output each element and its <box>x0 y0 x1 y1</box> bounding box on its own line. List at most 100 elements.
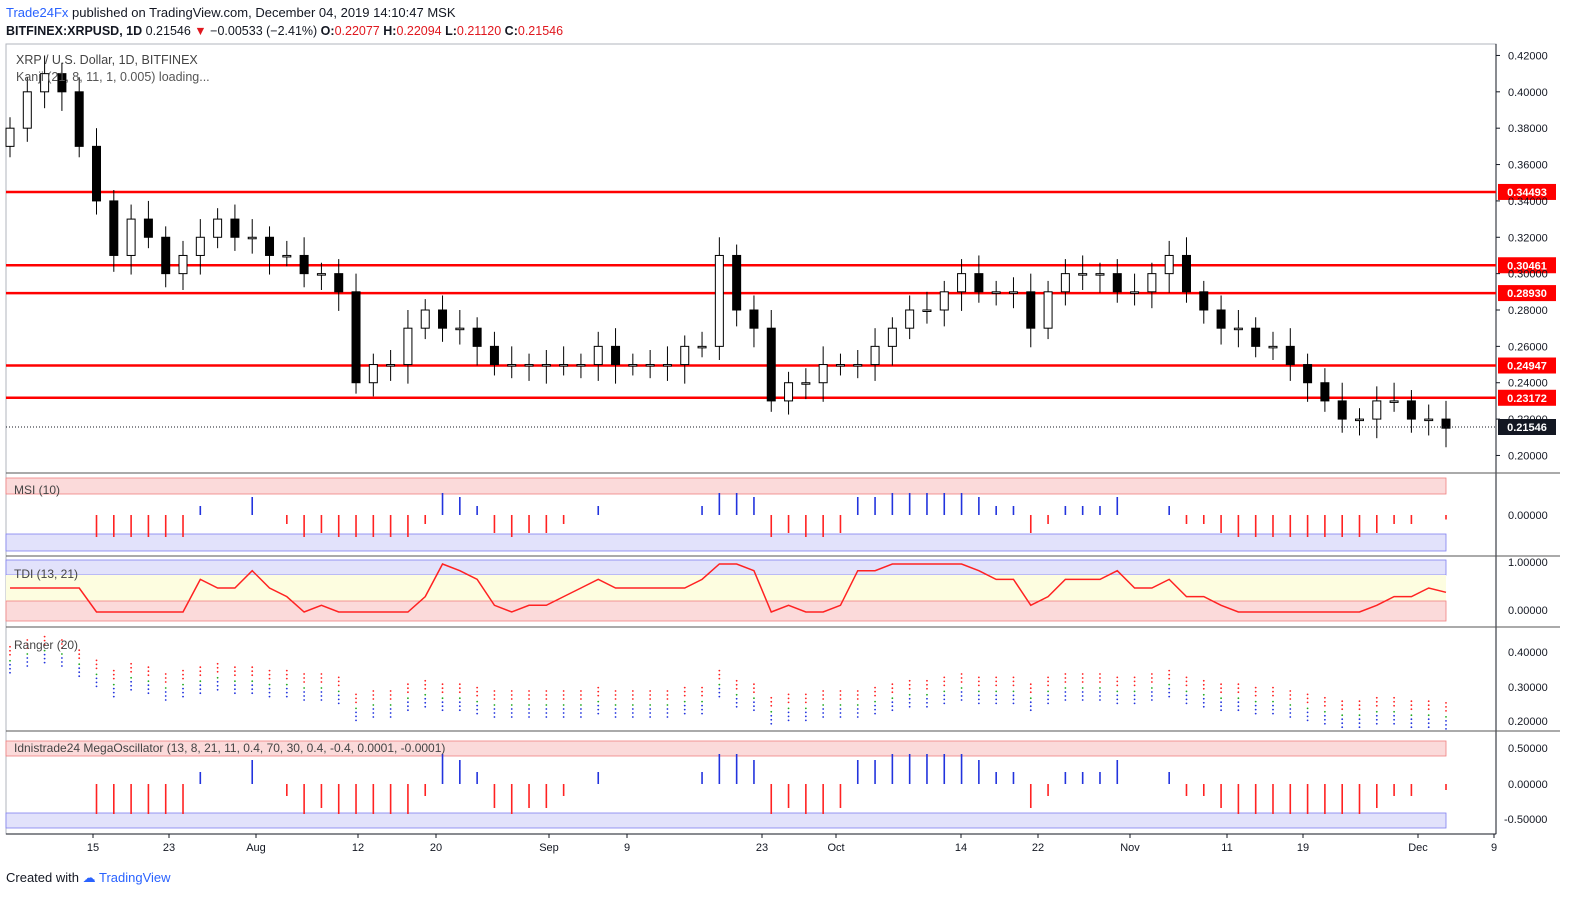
ranger-lower-80-2 <box>1393 722 1395 725</box>
ranger-mid-30 <box>528 704 530 706</box>
ranger-upper-7-2 <box>130 662 133 665</box>
ranger-mid-13 <box>234 680 236 683</box>
ranger-mid-37 <box>649 704 652 706</box>
ranger-lower-44-0 <box>770 714 773 717</box>
ranger-upper-29-1 <box>510 694 513 696</box>
ranger-upper-79-2 <box>1375 696 1378 699</box>
ranger-upper-24-2 <box>424 679 427 682</box>
ranger-upper-79-1 <box>1375 700 1378 703</box>
ranger-lower-47-2 <box>822 716 825 718</box>
footer-brand[interactable]: TradingView <box>99 870 171 885</box>
publish-line: Trade24Fx published on TradingView.com, … <box>6 4 563 22</box>
tdi-lower-band <box>5 600 1447 622</box>
ranger-upper-46-1 <box>804 697 807 700</box>
ranger-mid-45 <box>787 707 790 710</box>
ranger-lower-24-2 <box>424 705 427 708</box>
ranger-lower-70-0 <box>1220 701 1222 704</box>
ranger-upper-1-2 <box>26 639 29 641</box>
ranger-mid-42 <box>735 693 738 696</box>
ranger-upper-59-0 <box>1029 691 1032 694</box>
ranger-upper-65-0 <box>1133 684 1136 687</box>
ranger-upper-21-2 <box>372 690 375 692</box>
price-tick-label-5: 0.32000 <box>1508 232 1548 244</box>
ranger-upper-49-1 <box>856 694 859 696</box>
ranger-lower-32-0 <box>562 708 565 710</box>
ranger-lower-45-1 <box>787 715 790 718</box>
ranger-upper-33-2 <box>580 690 582 692</box>
ranger-lower-60-2 <box>1047 702 1049 705</box>
ranger-lower-56-0 <box>977 694 980 697</box>
ranger-mid-60 <box>1047 690 1049 693</box>
ranger-lower-56-2 <box>977 702 980 705</box>
price-tick-label-0: 0.42000 <box>1508 50 1548 62</box>
publisher-name[interactable]: Trade24Fx <box>6 5 69 20</box>
ranger-upper-57-2 <box>995 676 998 679</box>
ranger-axis-03: 0.30000 <box>1508 682 1548 694</box>
ranger-lower-40-0 <box>701 704 703 707</box>
ranger-lower-66-1 <box>1150 695 1153 697</box>
time-tick-label-12: 11 <box>1221 842 1232 854</box>
ranger-upper-40-0 <box>701 694 703 697</box>
ranger-upper-24-1 <box>424 683 427 686</box>
ranger-lower-71-0 <box>1237 701 1240 704</box>
ranger-lower-33-2 <box>580 716 582 718</box>
ranger-mid-1 <box>26 653 29 655</box>
ranger-lower-38-0 <box>666 708 669 710</box>
candle-body-31 <box>541 364 551 367</box>
ranger-lower-59-2 <box>1029 709 1032 712</box>
ranger-upper-1-0 <box>26 647 29 649</box>
ranger-lower-64-1 <box>1116 698 1119 701</box>
ranger-upper-53-1 <box>926 683 928 686</box>
horizontal-levels[interactable]: 0.34493 0.30461 0.28930 0.24947 0.23172 <box>6 183 1556 406</box>
ranger-lower-61-0 <box>1064 691 1067 693</box>
ranger-lower-43-1 <box>753 705 755 708</box>
candlestick-series[interactable] <box>5 55 1451 448</box>
ranger-lower-76-0 <box>1323 714 1326 717</box>
candle-body-37 <box>645 364 655 367</box>
candle-body-27 <box>472 327 482 347</box>
level-tag-text-1: 0.30461 <box>1507 260 1547 272</box>
ranger-mid-49 <box>856 704 859 706</box>
ranger-upper-37-2 <box>649 690 652 692</box>
level-tag-text-3: 0.24947 <box>1507 361 1547 373</box>
ranger-lower-29-1 <box>510 712 513 714</box>
ranger-lower-28-0 <box>493 708 496 710</box>
ranger-lower-28-2 <box>493 716 496 718</box>
ranger-mid-28 <box>493 704 496 706</box>
ranger-upper-4-0 <box>78 657 81 660</box>
ranger-lower-79-1 <box>1375 718 1378 721</box>
ranger-lower-16-1 <box>285 691 288 694</box>
ranger-upper-71-0 <box>1237 691 1240 694</box>
mega-histogram <box>95 754 1447 814</box>
candle-body-10 <box>178 254 188 275</box>
low-value: 0.21120 <box>456 24 502 38</box>
price-axis[interactable]: 0.42000 0.40000 0.38000 0.36000 0.34000 0.320… <box>1496 50 1548 462</box>
candle-body-52 <box>905 309 915 329</box>
candle-body-53 <box>922 309 932 312</box>
ranger-lower-5-0 <box>95 677 98 680</box>
ranger-lower-6-2 <box>112 695 115 698</box>
ranger-upper-43-2 <box>753 683 755 686</box>
ranger-lower-68-2 <box>1185 702 1188 705</box>
candle-body-18 <box>316 273 326 276</box>
ranger-upper-3-0 <box>61 647 63 649</box>
ranger-upper-78-0 <box>1358 708 1361 711</box>
candle-body-42 <box>732 254 742 311</box>
ranger-upper-76-0 <box>1323 704 1326 707</box>
ranger-upper-63-2 <box>1099 673 1101 675</box>
ranger-mid-19 <box>337 690 340 693</box>
ranger-upper-54-0 <box>943 684 946 687</box>
level-tag-3 <box>1498 357 1556 374</box>
time-axis[interactable]: 15 23 Aug 12 20 Sep 9 23 Oct 14 22 Nov 11 19 Dec 9 <box>87 834 1497 854</box>
ranger-upper-68-1 <box>1185 680 1188 683</box>
ranger-lower-77-1 <box>1341 722 1344 725</box>
ranger-upper-74-1 <box>1289 694 1292 696</box>
ranger-upper-10-1 <box>182 673 184 676</box>
ranger-upper-26-1 <box>458 687 461 690</box>
ranger-upper-27-2 <box>476 686 479 689</box>
ranger-mid-55 <box>960 687 963 689</box>
ranger-lower-72-2 <box>1254 712 1257 715</box>
ranger-upper-73-1 <box>1272 690 1274 693</box>
time-tick-label-8: Oct <box>827 842 844 854</box>
